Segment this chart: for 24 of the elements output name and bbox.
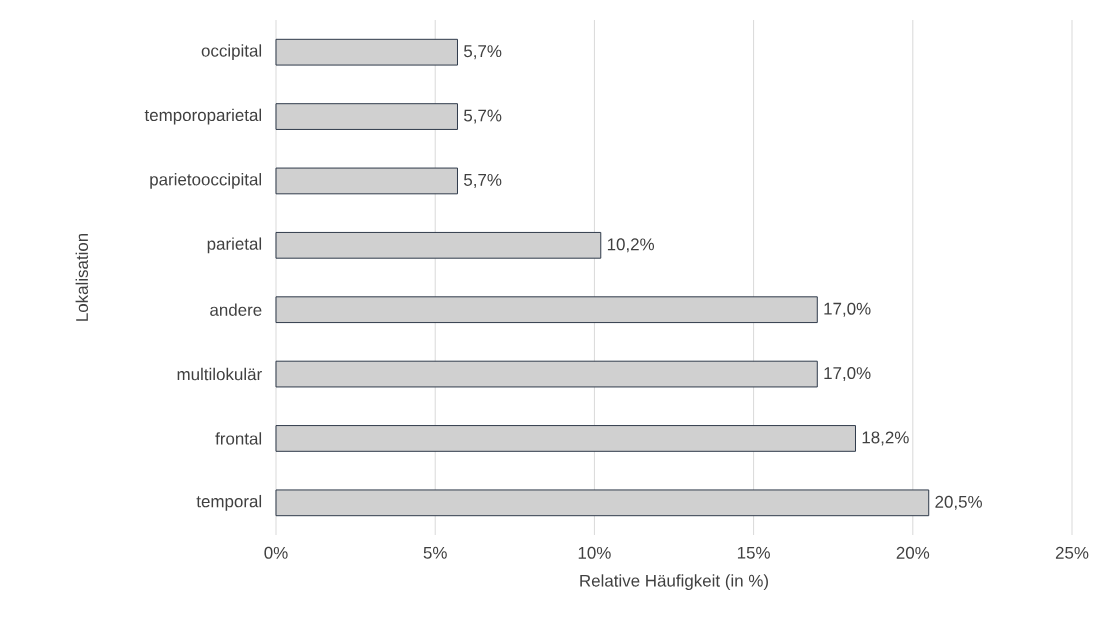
data-label: 5,7% — [464, 109, 502, 124]
x-tick-label: 0% — [264, 546, 288, 559]
y-tick-label: temporal — [196, 494, 262, 511]
y-tick-label: parietooccipital — [150, 173, 262, 189]
y-tick-label: frontal — [215, 432, 262, 445]
x-tick-label: 20% — [896, 546, 930, 559]
x-tick-label: 25% — [1055, 546, 1089, 559]
x-tick-label: 10% — [578, 546, 611, 559]
y-tick-label: andere — [210, 303, 262, 316]
data-label: 5,7% — [464, 45, 502, 60]
x-tick-label: 5% — [423, 546, 447, 559]
y-tick-label: occipital — [201, 44, 262, 61]
data-label: 17,0% — [824, 302, 871, 317]
y-axis-title: Lokalisation — [75, 233, 89, 321]
y-tick-label: multilokulär — [177, 367, 262, 381]
x-tick-label: 15% — [737, 546, 770, 559]
data-label: 5,7% — [464, 173, 502, 188]
data-label: 10,2% — [607, 238, 655, 253]
data-label: 17,0% — [824, 367, 871, 382]
y-tick-label: parietal — [207, 237, 262, 254]
x-axis-title: Relative Häufigkeit (in %) — [580, 574, 768, 591]
y-tick-label: temporoparietal — [144, 108, 262, 125]
data-label: 18,2% — [862, 431, 909, 446]
data-label: 20,5% — [935, 495, 982, 510]
